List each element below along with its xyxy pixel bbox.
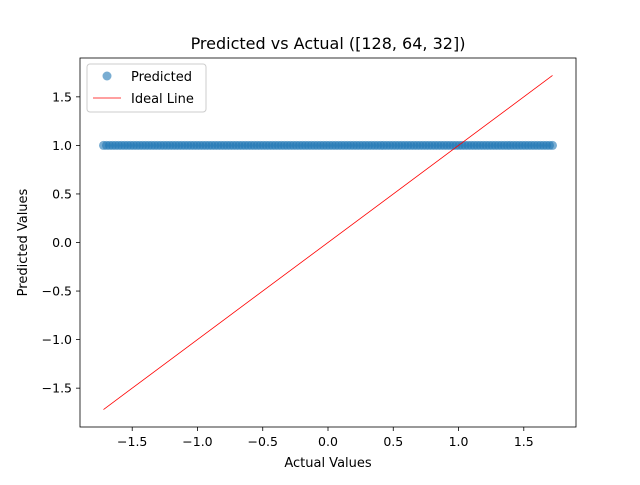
y-tick-label: −1.5 bbox=[42, 381, 72, 396]
x-tick-label: 0.0 bbox=[318, 434, 338, 449]
chart-title: Predicted vs Actual ([128, 64, 32]) bbox=[191, 34, 466, 53]
y-tick-label: 0.5 bbox=[52, 186, 72, 201]
x-tick-label: 1.0 bbox=[449, 434, 469, 449]
scatter-point bbox=[548, 140, 558, 150]
y-axis-label: Predicted Values bbox=[16, 188, 31, 296]
legend-marker-predicted bbox=[102, 71, 112, 81]
legend-label-ideal-line: Ideal Line bbox=[131, 92, 194, 107]
x-tick-label: 0.5 bbox=[383, 434, 403, 449]
x-tick-label: −0.5 bbox=[248, 434, 278, 449]
x-tick-label: −1.5 bbox=[117, 434, 147, 449]
x-axis-label: Actual Values bbox=[284, 456, 372, 471]
y-tick-label: 1.5 bbox=[52, 89, 72, 104]
y-tick-label: 0.0 bbox=[52, 235, 72, 250]
y-axis: −1.5 −1.0 −0.5 0.0 0.5 1.0 1.5 bbox=[42, 89, 80, 396]
y-tick-label: 1.0 bbox=[52, 138, 72, 153]
x-tick-label: 1.5 bbox=[514, 434, 534, 449]
plot-area bbox=[98, 75, 558, 410]
legend-label-predicted: Predicted bbox=[131, 70, 192, 85]
y-tick-label: −0.5 bbox=[42, 284, 72, 299]
x-axis: −1.5 −1.0 −0.5 0.0 0.5 1.0 1.5 bbox=[117, 427, 534, 449]
ideal-line bbox=[103, 75, 553, 410]
legend-box bbox=[86, 63, 207, 113]
x-tick-label: −1.0 bbox=[182, 434, 212, 449]
y-tick-label: −1.0 bbox=[42, 332, 72, 347]
legend: Predicted Ideal Line bbox=[86, 63, 207, 113]
